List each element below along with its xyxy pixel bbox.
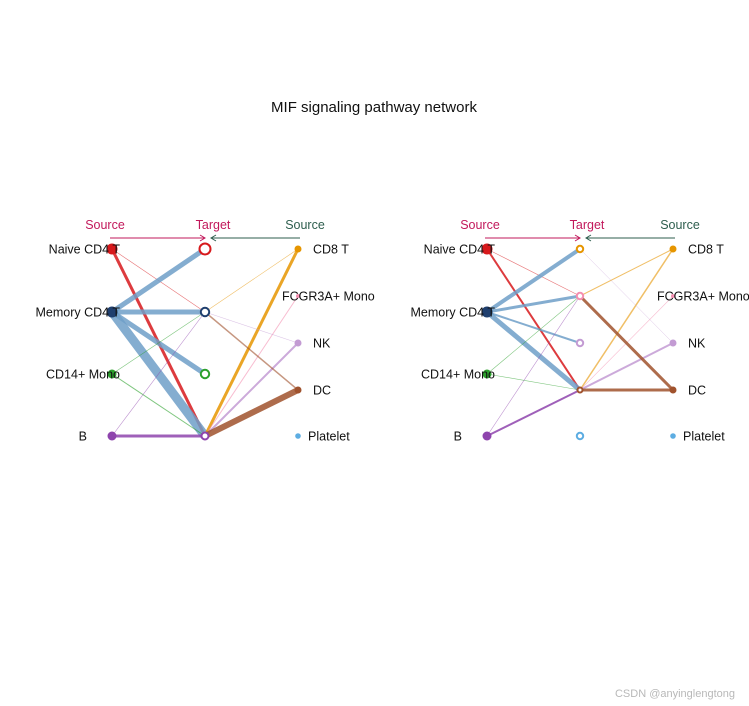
right-source-label-nk: NK xyxy=(313,337,331,351)
edge-dc-to-memory-cd4-t xyxy=(204,311,299,391)
right-source-node-platelet xyxy=(670,433,676,439)
right-source-node-cd8-t xyxy=(669,245,677,253)
source-node-b xyxy=(107,431,117,441)
edge-nk-to-b xyxy=(204,342,299,437)
right-source-label-fcgr3a-mono: FCGR3A+ Mono xyxy=(657,290,749,304)
target-node-dc xyxy=(576,386,584,394)
source-node-b xyxy=(482,431,492,441)
edge-nk-to-cd8-t xyxy=(579,248,674,344)
edges xyxy=(108,246,300,439)
header-source-left: Source xyxy=(85,218,125,232)
figure-title: MIF signaling pathway network xyxy=(271,99,477,116)
target-node-naive-cd4-t xyxy=(198,242,212,256)
edge-cd14-mono-to-b xyxy=(111,373,206,437)
edge-memory-cd4-t-to-naive-cd4-t xyxy=(110,246,207,315)
source-label-naive-cd4-t: Naive CD4 T xyxy=(49,243,121,257)
right-source-label-dc: DC xyxy=(313,384,331,398)
right-source-label-platelet: Platelet xyxy=(683,430,725,444)
source-label-cd14-mono: CD14+ Mono xyxy=(46,368,120,382)
source-label-b: B xyxy=(79,430,87,444)
edge-cd14-mono-to-memory-cd4-t xyxy=(111,311,206,375)
right-source-label-cd8-t: CD8 T xyxy=(688,243,724,257)
edges xyxy=(485,247,675,437)
edge-b-to-dc xyxy=(486,389,581,437)
edge-cd8-t-to-fcgr3a-mono xyxy=(579,248,674,297)
target-node-cd8-t xyxy=(575,244,585,254)
arrowhead-left xyxy=(574,234,581,242)
header-target: Target xyxy=(196,218,231,232)
edge-cd14-mono-to-fcgr3a-mono xyxy=(486,295,581,375)
edge-memory-cd4-t-to-fcgr3a-mono xyxy=(486,294,581,314)
target-node-nk xyxy=(575,338,585,348)
source-node-cd14-mono xyxy=(482,369,492,379)
right-source-node-nk xyxy=(294,339,302,347)
source-label-memory-cd4-t: Memory CD4 T xyxy=(410,306,495,320)
edge-dc-to-fcgr3a-mono xyxy=(578,294,675,392)
edge-b-to-memory-cd4-t xyxy=(111,311,206,437)
source-label-cd14-mono: CD14+ Mono xyxy=(421,368,495,382)
panel-right: Source Target Source Naive CD4 T Memory CD4 … xyxy=(410,218,749,444)
edge-nk-to-dc xyxy=(579,342,674,391)
edge-memory-cd4-t-to-dc xyxy=(485,310,582,392)
edge-fcgr3a-mono-to-b xyxy=(204,295,299,437)
target-node-cd14-mono xyxy=(199,368,211,380)
edge-dc-to-b xyxy=(203,387,300,439)
edge-naive-cd4-t-to-fcgr3a-mono xyxy=(486,248,581,297)
header-source-right: Source xyxy=(285,218,325,232)
arrowhead-left xyxy=(199,234,206,242)
source-node-memory-cd4-t xyxy=(481,306,493,318)
right-source-node-cd8-t xyxy=(294,245,302,253)
edge-cd8-t-to-dc xyxy=(579,248,674,391)
target-node-memory-cd4-t xyxy=(199,306,211,318)
target-node-fcgr3a-mono xyxy=(575,291,585,301)
panel-left: Source Target Source Naive CD4 T Memory CD4 … xyxy=(35,218,374,444)
right-source-node-platelet xyxy=(295,433,301,439)
target-node-platelet xyxy=(575,431,585,441)
source-label-memory-cd4-t: Memory CD4 T xyxy=(35,306,120,320)
right-source-label-dc: DC xyxy=(688,384,706,398)
edge-cd8-t-to-b xyxy=(203,248,300,437)
edge-memory-cd4-t-to-cd8-t xyxy=(485,247,582,314)
right-source-label-nk: NK xyxy=(688,337,706,351)
right-source-node-fcgr3a-mono xyxy=(671,294,675,298)
edge-b-to-fcgr3a-mono xyxy=(486,295,581,437)
source-node-naive-cd4-t xyxy=(481,243,493,255)
watermark: CSDN @anyinglengtong xyxy=(615,688,735,700)
source-node-cd14-mono xyxy=(107,369,117,379)
right-source-node-dc xyxy=(294,386,302,394)
edge-memory-cd4-t-to-nk xyxy=(486,311,581,344)
right-source-node-dc xyxy=(669,386,677,394)
right-source-node-fcgr3a-mono xyxy=(296,294,300,298)
right-source-label-fcgr3a-mono: FCGR3A+ Mono xyxy=(282,290,375,304)
header-target: Target xyxy=(570,218,605,232)
source-node-memory-cd4-t xyxy=(106,306,118,318)
source-label-naive-cd4-t: Naive CD4 T xyxy=(424,243,496,257)
right-source-node-nk xyxy=(669,339,677,347)
header-source-right: Source xyxy=(660,218,700,232)
header-source-left: Source xyxy=(460,218,500,232)
right-source-label-platelet: Platelet xyxy=(308,430,350,444)
arrowhead-right xyxy=(585,234,592,242)
edge-cd14-mono-to-dc xyxy=(486,373,581,391)
edge-nk-to-memory-cd4-t xyxy=(204,311,299,344)
source-label-b: B xyxy=(454,430,462,444)
right-source-label-cd8-t: CD8 T xyxy=(313,243,349,257)
edge-naive-cd4-t-to-dc xyxy=(486,248,581,391)
source-node-naive-cd4-t xyxy=(106,243,118,255)
target-node-b xyxy=(200,431,210,441)
arrowhead-right xyxy=(210,234,217,242)
edge-cd8-t-to-memory-cd4-t xyxy=(204,248,299,313)
